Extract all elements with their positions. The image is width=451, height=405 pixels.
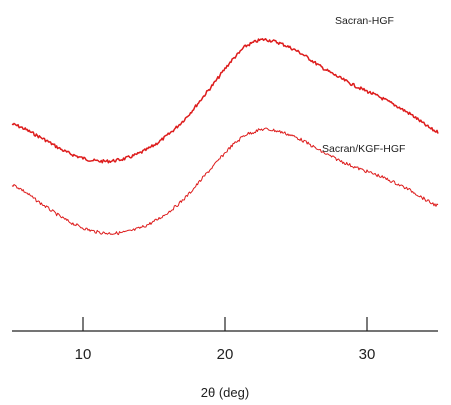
x-tick-label-10: 10 xyxy=(75,346,92,363)
series-label-sacran-kgf-hgf: Sacran/KGF-HGF xyxy=(322,143,405,155)
series-layer xyxy=(11,38,439,236)
series-label-sacran-hgf: Sacran-HGF xyxy=(335,15,394,27)
series-line-1 xyxy=(11,38,439,164)
x-axis-title: 2θ (deg) xyxy=(201,385,249,400)
series-line-2 xyxy=(11,127,439,236)
x-tick-label-30: 30 xyxy=(359,346,376,363)
x-tick-label-20: 20 xyxy=(217,346,234,363)
x-axis-ticks: 10 20 30 xyxy=(75,317,376,363)
